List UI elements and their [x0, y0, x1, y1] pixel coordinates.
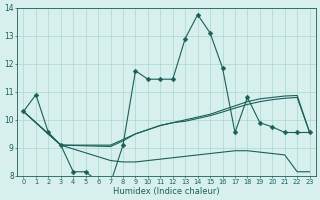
X-axis label: Humidex (Indice chaleur): Humidex (Indice chaleur) — [113, 187, 220, 196]
